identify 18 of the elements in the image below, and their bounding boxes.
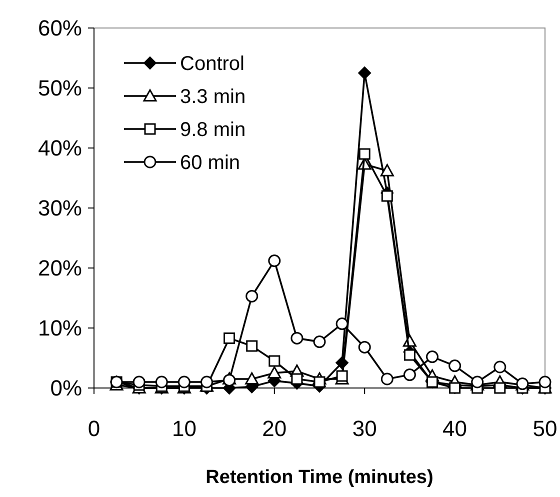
x-tick-label: 40	[442, 416, 468, 441]
y-tick-label: 50%	[38, 76, 82, 101]
x-tick-label: 50	[532, 416, 558, 441]
x-axis-title: Retention Time (minutes)	[206, 467, 434, 488]
y-tick-label: 30%	[38, 196, 82, 221]
legend-label: 60 min	[180, 152, 240, 174]
x-tick-label: 20	[262, 416, 287, 441]
y-tick-label: 20%	[38, 256, 82, 281]
legend-label: Control	[180, 53, 244, 75]
x-tick-label: 30	[352, 416, 377, 441]
y-tick-label: 40%	[38, 136, 82, 161]
y-tick-label: 60%	[38, 16, 82, 41]
x-tick-label: 0	[88, 416, 100, 441]
y-tick-label: 0%	[50, 376, 82, 401]
x-tick-label: 10	[172, 416, 196, 441]
legend-label: 3.3 min	[180, 86, 246, 108]
legend-label: 9.8 min	[180, 119, 246, 141]
y-tick-label: 10%	[38, 316, 82, 341]
